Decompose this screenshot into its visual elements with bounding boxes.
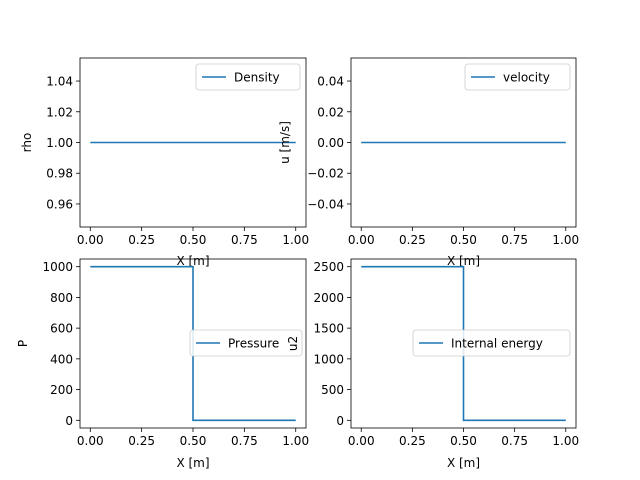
legend-label: Pressure bbox=[228, 337, 279, 351]
axes-frame bbox=[350, 258, 577, 429]
y-tick-label: 0 bbox=[65, 414, 73, 428]
y-tick-label: 0.96 bbox=[46, 197, 73, 211]
x-tick-label: 0.75 bbox=[501, 434, 528, 448]
y-tick-label: 0.02 bbox=[317, 105, 344, 119]
legend: Pressure bbox=[189, 329, 303, 357]
legend-box bbox=[195, 63, 301, 91]
subplot-1: 0.00 0.25 0.50 0.75 1.00 0.96 0.98 1.00 1.02 1.04… bbox=[20, 57, 309, 268]
y-tick-label: 2000 bbox=[313, 291, 344, 305]
y-tick-label: 400 bbox=[50, 352, 73, 366]
y-tick-label: 1.02 bbox=[46, 105, 73, 119]
axes-frame bbox=[350, 57, 577, 228]
legend-label: velocity bbox=[503, 71, 550, 85]
x-tick-label: 1.00 bbox=[552, 434, 579, 448]
y-axis-label: u [m/s] bbox=[278, 121, 292, 164]
y-tick-label: 200 bbox=[50, 383, 73, 397]
y-tick-label: 1000 bbox=[313, 352, 344, 366]
legend-box bbox=[412, 329, 571, 357]
y-tick-label: 0.04 bbox=[317, 75, 344, 89]
legend-box bbox=[464, 63, 571, 91]
x-tick-label: 0.25 bbox=[128, 434, 155, 448]
y-tick-label: 1000 bbox=[42, 260, 73, 274]
x-tick-label: 1.00 bbox=[552, 233, 579, 247]
y-axis-label: u2 bbox=[286, 336, 300, 351]
y-tick-label: 0.00 bbox=[317, 136, 344, 150]
y-tick-label: 500 bbox=[321, 383, 344, 397]
x-tick-label: 0.75 bbox=[231, 434, 258, 448]
x-tick-label: 0.00 bbox=[77, 434, 104, 448]
x-tick-label: 0.25 bbox=[399, 434, 426, 448]
x-tick-label: 0.00 bbox=[348, 233, 375, 247]
legend-box bbox=[189, 329, 303, 357]
subplot-3: 0.00 0.25 0.50 0.75 1.00 0 200 400 600 800 1000 X [… bbox=[16, 258, 309, 470]
x-axis-label: X [m] bbox=[447, 456, 480, 470]
x-tick-label: 0.50 bbox=[450, 434, 477, 448]
y-tick-label: 1500 bbox=[313, 322, 344, 336]
y-tick-label: −0.04 bbox=[307, 197, 344, 211]
legend: Density bbox=[195, 63, 301, 91]
y-tick-label: 800 bbox=[50, 291, 73, 305]
y-tick-label: 2500 bbox=[313, 260, 344, 274]
x-axis-label: X [m] bbox=[176, 456, 209, 470]
y-tick-label: 0 bbox=[336, 414, 344, 428]
x-tick-label: 0.00 bbox=[348, 434, 375, 448]
x-tick-label: 0.25 bbox=[399, 233, 426, 247]
x-tick-label: 0.50 bbox=[450, 233, 477, 247]
x-tick-label: 0.25 bbox=[128, 233, 155, 247]
x-tick-label: 0.50 bbox=[180, 233, 207, 247]
x-tick-label: 0.50 bbox=[180, 434, 207, 448]
legend: Internal energy bbox=[412, 329, 571, 357]
legend-label: Internal energy bbox=[451, 337, 543, 351]
y-tick-label: −0.02 bbox=[307, 167, 344, 181]
legend: velocity bbox=[464, 63, 571, 91]
x-tick-label: 1.00 bbox=[282, 434, 309, 448]
y-tick-label: 600 bbox=[50, 322, 73, 336]
x-tick-label: 0.00 bbox=[77, 233, 104, 247]
y-axis-label: P bbox=[16, 340, 30, 347]
axes-frame bbox=[79, 57, 307, 228]
x-axis-label: X [m] bbox=[176, 254, 209, 268]
x-tick-label: 1.00 bbox=[282, 233, 309, 247]
subplot-4: 0.00 0.25 0.50 0.75 1.00 0 500 1000 1500 2000 2500… bbox=[286, 258, 579, 470]
y-axis-label: rho bbox=[20, 133, 34, 153]
x-tick-label: 0.75 bbox=[231, 233, 258, 247]
axes-frame bbox=[79, 258, 307, 429]
x-tick-label: 0.75 bbox=[501, 233, 528, 247]
x-axis-label: X [m] bbox=[447, 254, 480, 268]
subplot-2: 0.00 0.25 0.50 0.75 1.00 −0.04 −0.02 0.00 0.02 0.… bbox=[278, 57, 579, 268]
y-tick-label: 1.00 bbox=[46, 136, 73, 150]
legend-label: Density bbox=[234, 71, 280, 85]
y-tick-label: 1.04 bbox=[46, 75, 73, 89]
y-tick-label: 0.98 bbox=[46, 167, 73, 181]
